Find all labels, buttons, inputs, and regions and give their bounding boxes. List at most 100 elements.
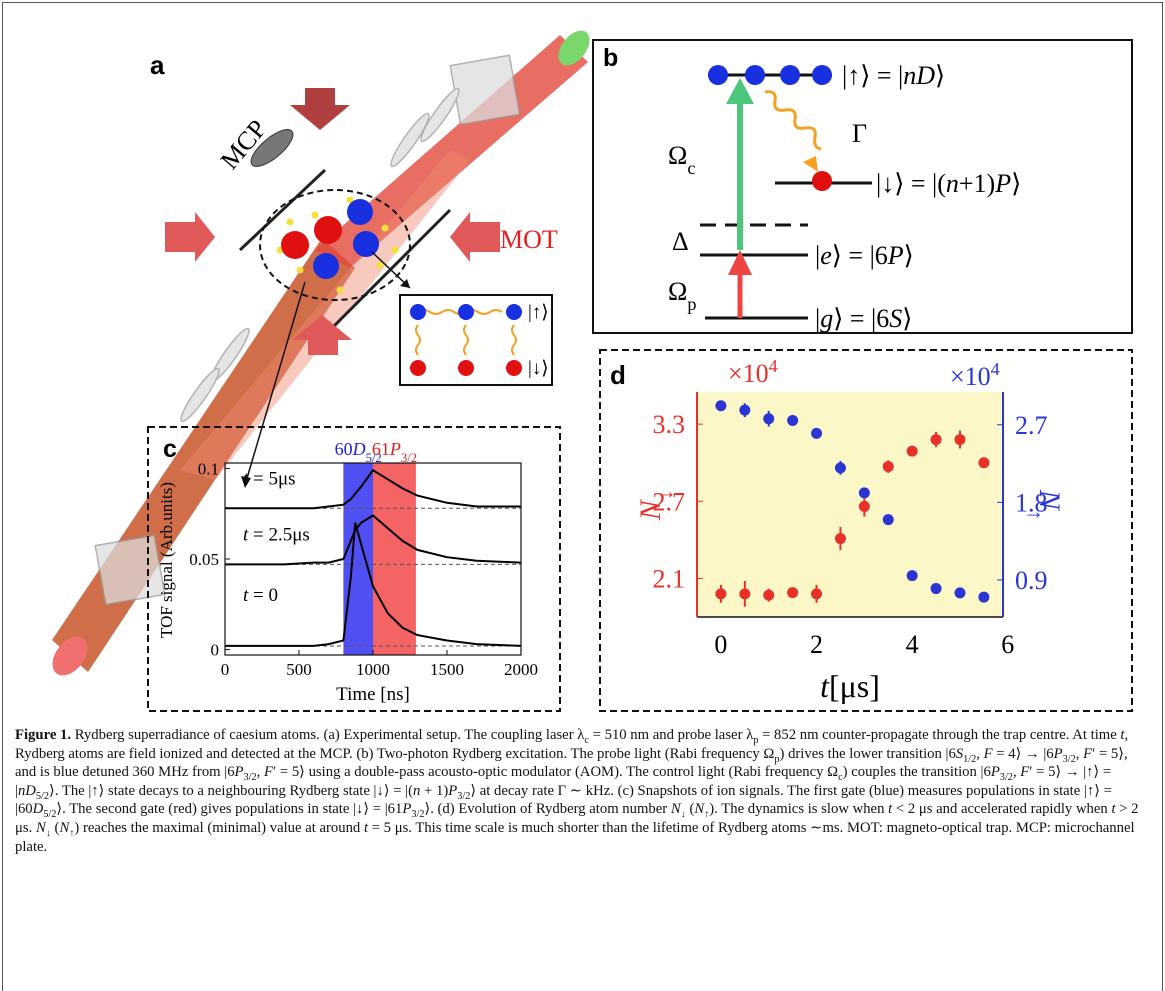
caption-run: ↓ xyxy=(45,827,51,839)
text-run: ⟩ xyxy=(935,61,945,90)
caption-run: , Rydberg atoms are field ionized and de… xyxy=(15,727,1129,762)
inset-up: |↑⟩ xyxy=(528,302,549,323)
caption-run: ⟩ at decay rate Γ ∼ kHz. (c) Snapshots o… xyxy=(15,782,1112,818)
text-run: ⟩ xyxy=(1011,169,1021,198)
setup-illustration xyxy=(52,30,590,676)
text-run: 61 xyxy=(372,439,390,459)
panel-label: a xyxy=(150,50,165,80)
caption-run: ⟩. The |↑⟩ state decays to a neighbourin… xyxy=(49,782,414,799)
text-run: P xyxy=(887,241,904,270)
gate-label: 61P3/2 xyxy=(372,439,417,465)
caption-run: n xyxy=(413,782,421,799)
y-tick-label: 0 xyxy=(211,641,220,660)
text-run: |↑⟩ = | xyxy=(842,61,903,90)
state-label: |e⟩ = |6P⟩ xyxy=(815,241,914,270)
x-axis-label: t[μs] xyxy=(820,668,880,704)
data-point xyxy=(954,434,966,446)
caption-run: , xyxy=(976,745,984,762)
x-tick-label: 6 xyxy=(1001,630,1014,659)
caption-run: t xyxy=(1111,801,1116,818)
x-tick-label: 500 xyxy=(286,660,312,679)
data-point xyxy=(715,400,727,412)
text-run: N xyxy=(1033,489,1066,512)
y-axis-label: N↓ xyxy=(634,490,677,522)
caption-run: P xyxy=(1053,745,1063,762)
caption-run: t xyxy=(363,819,369,836)
data-point xyxy=(978,457,990,469)
caption-run: Figure 1. xyxy=(15,727,72,743)
panel-label: b xyxy=(603,44,618,72)
data-point xyxy=(739,404,751,416)
y2-tick-label: 2.7 xyxy=(1015,411,1048,440)
x-axis-label: Time [ns] xyxy=(336,684,410,705)
data-point xyxy=(930,434,942,446)
caption-run: c xyxy=(584,734,589,746)
caption-run: P xyxy=(234,764,244,781)
y2-tick-label: 1.8 xyxy=(1015,488,1048,517)
level-diagram xyxy=(592,39,1133,334)
text-run: N xyxy=(634,498,667,521)
caption-run: t xyxy=(888,801,893,818)
text-run: +1) xyxy=(959,169,995,198)
data-point xyxy=(882,514,894,526)
caption-run: F xyxy=(1020,764,1030,781)
text-run: |↓⟩ = |( xyxy=(876,169,946,198)
caption-run: = 510 nm and probe laser λ xyxy=(588,727,754,743)
panel-frame xyxy=(147,426,561,712)
text-run: e xyxy=(820,241,832,270)
caption-run: = 4⟩ → |6 xyxy=(992,745,1054,762)
text-run: P xyxy=(994,169,1011,198)
text-run: t xyxy=(243,468,249,489)
trace-label: t = 0 xyxy=(243,585,278,606)
text-run: t xyxy=(820,668,830,704)
text-run: 4 xyxy=(991,359,1000,379)
caption-run: 3/2 xyxy=(457,790,471,802)
caption-run: 3/2 xyxy=(999,772,1013,784)
inset-down: |↓⟩ xyxy=(528,358,549,379)
x-tick-label: 1500 xyxy=(430,660,464,679)
panel-label: d xyxy=(610,360,626,390)
caption-run: S xyxy=(955,745,964,762)
caption-run: ⟩. The second gate (red) gives populatio… xyxy=(56,801,403,818)
data-point xyxy=(834,533,846,545)
panel-label: c xyxy=(163,435,177,463)
text-run: Ω xyxy=(668,141,687,170)
caption-run: N xyxy=(670,801,681,818)
data-point xyxy=(978,591,990,603)
x-tick-label: 0 xyxy=(221,660,230,679)
caption-run: nD xyxy=(17,782,36,799)
caption-run: 5/2 xyxy=(43,809,57,821)
gate-band xyxy=(343,463,373,655)
text-run: [μs] xyxy=(829,668,880,704)
data-point xyxy=(811,588,823,600)
text-run: ⟩ xyxy=(902,304,912,333)
text-run: n xyxy=(946,169,959,198)
text-run: ⟩ = |6 xyxy=(833,304,889,333)
x-tick-label: 1000 xyxy=(356,660,390,679)
trace-label: t = 5μs xyxy=(243,468,296,489)
x-tick-label: 2000 xyxy=(504,660,538,679)
signal-trace xyxy=(225,522,522,647)
text-run: ×10 xyxy=(728,359,769,388)
caption-run: < 2 μs and accelerated rapidly when xyxy=(892,801,1112,818)
text-run: Δ xyxy=(672,227,689,256)
y2-tick-label: 0.9 xyxy=(1015,566,1048,595)
gate-label: 60D5/2 xyxy=(335,439,382,465)
y2-multiplier: ×104 xyxy=(950,359,1000,391)
caption-run: , xyxy=(1075,745,1084,762)
caption-run: p xyxy=(774,753,780,765)
y-tick-label: 2.7 xyxy=(653,487,686,516)
plot-area xyxy=(697,392,1003,617)
text-run: 3/2 xyxy=(401,451,417,465)
text-run: ×10 xyxy=(950,362,991,391)
caption-run: Rydberg superradiance of caesium atoms. … xyxy=(71,727,585,743)
text-run: 5/2 xyxy=(366,451,382,465)
decay-label: Γ xyxy=(852,119,867,148)
text-run: ↑ xyxy=(1023,510,1047,521)
data-point xyxy=(882,461,894,473)
caption-run: ( xyxy=(685,801,695,818)
data-point xyxy=(763,413,775,425)
data-point xyxy=(930,583,942,595)
